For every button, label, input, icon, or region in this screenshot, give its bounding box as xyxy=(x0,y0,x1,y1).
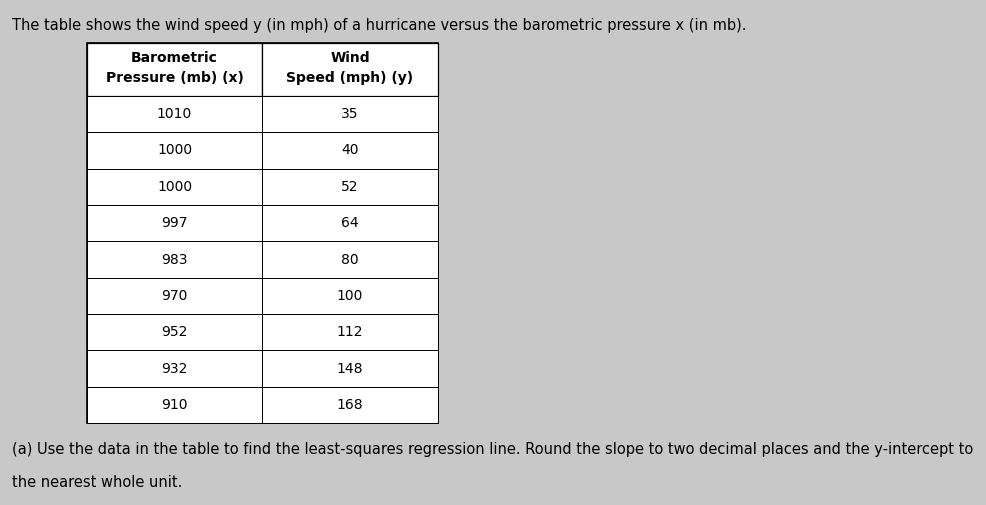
Bar xyxy=(262,43,438,96)
Bar xyxy=(87,387,262,423)
Text: (a) Use the data in the table to find the least-squares regression line. Round t: (a) Use the data in the table to find th… xyxy=(12,442,973,458)
Text: 932: 932 xyxy=(162,362,187,376)
Bar xyxy=(87,96,262,132)
Bar xyxy=(87,350,262,387)
Bar xyxy=(87,43,262,96)
Text: 970: 970 xyxy=(162,289,187,303)
Text: 52: 52 xyxy=(341,180,359,194)
Bar xyxy=(262,205,438,241)
Bar xyxy=(262,132,438,169)
Text: Barometric: Barometric xyxy=(131,52,218,65)
Text: 40: 40 xyxy=(341,143,359,158)
Bar xyxy=(87,314,262,350)
Bar xyxy=(87,278,262,314)
Text: 168: 168 xyxy=(336,398,364,412)
Text: 983: 983 xyxy=(162,252,187,267)
Text: 997: 997 xyxy=(162,216,187,230)
Text: 100: 100 xyxy=(337,289,363,303)
Bar xyxy=(262,387,438,423)
Bar xyxy=(262,314,438,350)
Bar xyxy=(87,43,438,423)
Text: 64: 64 xyxy=(341,216,359,230)
Bar xyxy=(262,278,438,314)
Text: 148: 148 xyxy=(337,362,363,376)
Bar xyxy=(262,96,438,132)
Text: the nearest whole unit.: the nearest whole unit. xyxy=(12,475,182,490)
Text: The table shows the wind speed y (in mph) of a hurricane versus the barometric p: The table shows the wind speed y (in mph… xyxy=(12,18,746,33)
Bar xyxy=(262,350,438,387)
Text: Wind: Wind xyxy=(330,52,370,65)
Bar xyxy=(262,169,438,205)
Bar xyxy=(262,241,438,278)
Text: 112: 112 xyxy=(337,325,363,339)
Text: 80: 80 xyxy=(341,252,359,267)
Text: 1000: 1000 xyxy=(157,180,192,194)
Text: 910: 910 xyxy=(162,398,187,412)
Text: Pressure (mb) (x): Pressure (mb) (x) xyxy=(106,71,244,84)
Text: 952: 952 xyxy=(162,325,187,339)
Text: 1010: 1010 xyxy=(157,107,192,121)
Text: 35: 35 xyxy=(341,107,359,121)
Bar xyxy=(87,169,262,205)
Text: 1000: 1000 xyxy=(157,143,192,158)
Bar xyxy=(87,241,262,278)
Text: Speed (mph) (y): Speed (mph) (y) xyxy=(287,71,413,84)
Bar xyxy=(87,205,262,241)
Bar xyxy=(87,132,262,169)
